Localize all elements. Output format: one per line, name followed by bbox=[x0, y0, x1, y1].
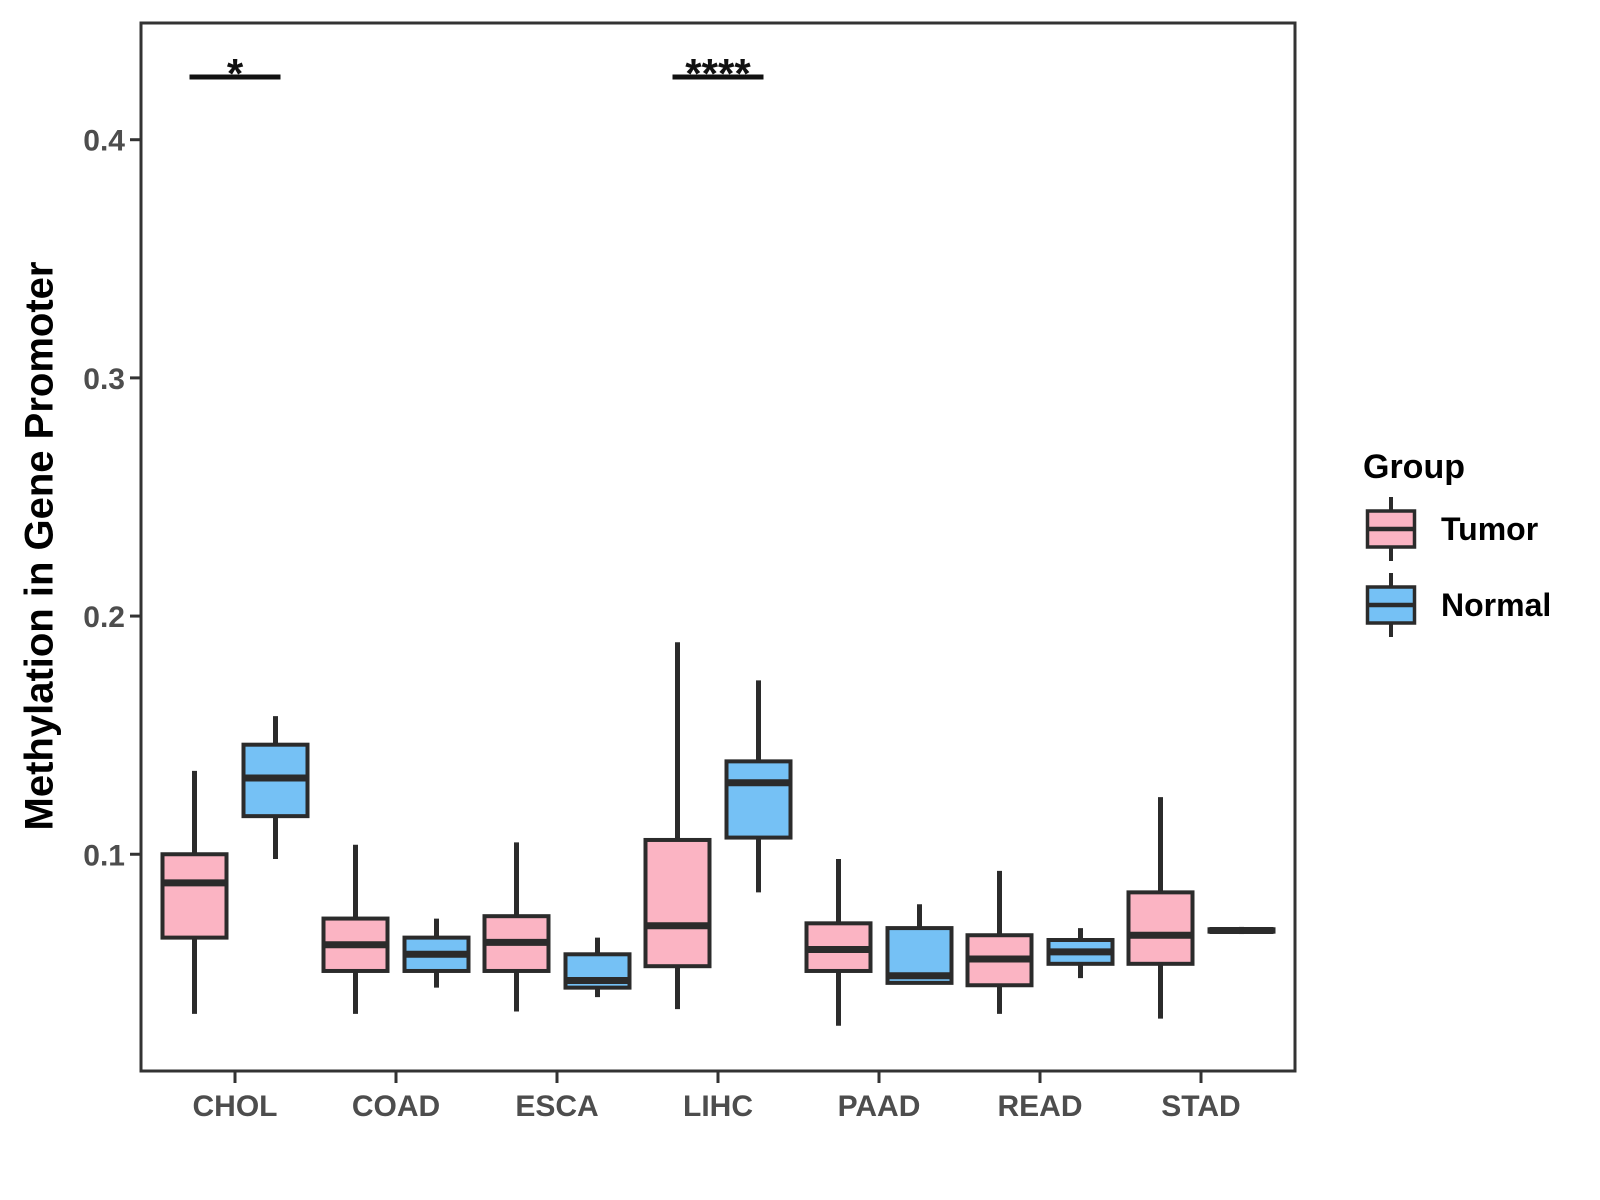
x-tick-label: LIHC bbox=[683, 1090, 753, 1123]
legend-item-tumor: Tumor bbox=[1363, 495, 1551, 563]
significance-label-LIHC: **** bbox=[685, 50, 751, 97]
box-LIHC-Tumor bbox=[643, 837, 712, 969]
legend-title: Group bbox=[1363, 448, 1465, 486]
tumor-boxplot-key-icon bbox=[1363, 495, 1419, 563]
y-tick-label: 0.1 bbox=[83, 839, 125, 872]
legend-key-glyph bbox=[1365, 497, 1417, 561]
legend-label-normal: Normal bbox=[1441, 586, 1552, 623]
x-tick-label: ESCA bbox=[515, 1090, 598, 1123]
y-axis-title: Methylation in Gene Promoter bbox=[17, 261, 62, 831]
legend-key-glyph bbox=[1365, 573, 1417, 637]
y-tick-label: 0.4 bbox=[83, 125, 125, 158]
y-tick-label: 0.3 bbox=[83, 363, 125, 396]
y-tick-label: 0.2 bbox=[83, 601, 125, 634]
box-STAD-Tumor bbox=[1126, 890, 1195, 966]
box-LIHC-Normal bbox=[724, 759, 793, 840]
significance-label-CHOL: * bbox=[227, 50, 244, 97]
plot-panel bbox=[139, 21, 1297, 1073]
x-tick-label: STAD bbox=[1161, 1090, 1240, 1123]
x-tick-label: CHOL bbox=[193, 1090, 278, 1123]
x-tick-label: READ bbox=[997, 1090, 1082, 1123]
legend: Group Tumor Normal bbox=[1363, 448, 1551, 639]
legend-label-tumor: Tumor bbox=[1441, 510, 1539, 547]
x-tick-label: PAAD bbox=[838, 1090, 921, 1123]
x-tick-label: COAD bbox=[352, 1090, 440, 1123]
legend-item-normal: Normal bbox=[1363, 571, 1551, 639]
box-CHOL-Tumor bbox=[160, 852, 229, 940]
normal-boxplot-key-icon bbox=[1363, 571, 1419, 639]
